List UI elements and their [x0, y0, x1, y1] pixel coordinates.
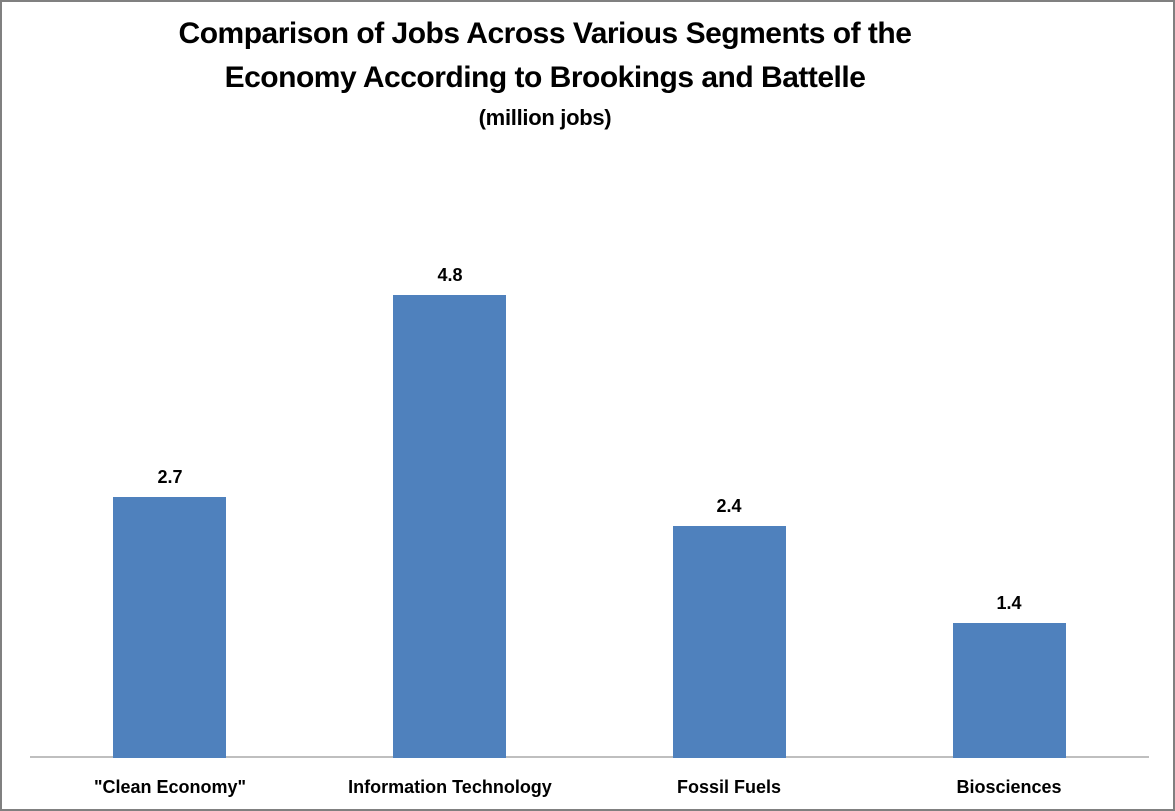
x-axis-category-label: Information Technology	[348, 777, 552, 797]
chart-title-line1: Comparison of Jobs Across Various Segmen…	[178, 17, 912, 50]
bar	[953, 623, 1066, 758]
bar-value-label: 2.4	[716, 496, 742, 516]
x-axis-line	[30, 756, 1149, 758]
x-axis-category-label: Biosciences	[956, 777, 1062, 797]
x-axis-category-label: Fossil Fuels	[676, 777, 782, 797]
chart-subtitle: (million jobs)	[478, 105, 612, 130]
bar	[393, 295, 506, 758]
bar-value-label: 1.4	[996, 593, 1022, 613]
bar-value-label: 4.8	[437, 265, 463, 285]
bar	[673, 526, 786, 758]
x-axis-category-label: "Clean Economy"	[93, 777, 247, 797]
chart-title-line2: Economy According to Brookings and Batte…	[224, 61, 866, 94]
bar	[113, 497, 226, 758]
bar-value-label: 2.7	[157, 467, 183, 487]
chart-title-block: Comparison of Jobs Across Various Segmen…	[2, 12, 1088, 136]
